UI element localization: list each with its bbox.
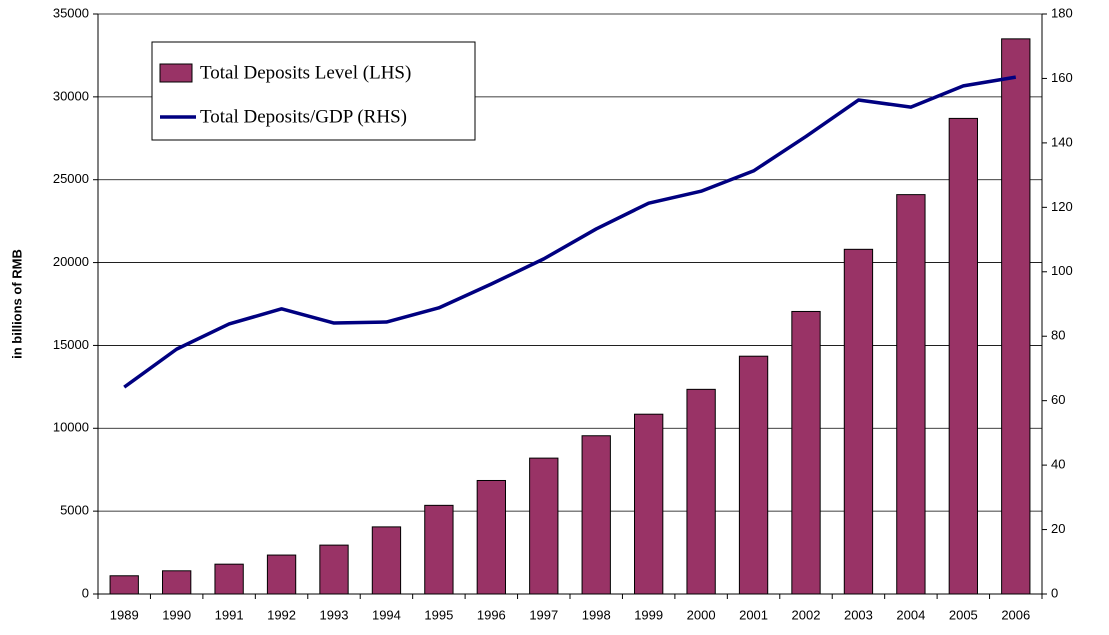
y2-tick-label: 140 (1051, 134, 1073, 149)
y2-tick-label: 40 (1051, 457, 1065, 472)
bar (424, 504, 454, 595)
bar (1001, 38, 1031, 595)
x-tick-label: 1993 (320, 607, 349, 622)
line (123, 75, 1017, 389)
x-tick-label: 2003 (844, 607, 873, 622)
y-tick-label: 30000 (53, 88, 89, 103)
legend-label: Total Deposits Level (LHS) (200, 62, 411, 83)
y-tick-label: 10000 (53, 420, 89, 435)
bar (581, 435, 611, 595)
y2-tick-label: 20 (1051, 521, 1065, 536)
y2-tick-label: 100 (1051, 263, 1073, 278)
y-tick-label: 5000 (60, 503, 89, 518)
x-tick-label: 1997 (529, 607, 558, 622)
bar (738, 355, 769, 595)
y2-tick-label: 180 (1051, 5, 1073, 20)
bar (529, 457, 559, 595)
x-tick-label: 1998 (582, 607, 611, 622)
legend-box (151, 41, 476, 141)
x-tick-label: 2006 (1001, 607, 1030, 622)
x-tick-label: 2005 (949, 607, 978, 622)
y2-tick-label: 60 (1051, 392, 1065, 407)
x-tick-label: 1999 (634, 607, 663, 622)
bar (634, 413, 664, 595)
y-tick-label: 20000 (53, 254, 89, 269)
x-tick-label: 1992 (267, 607, 296, 622)
bar (214, 563, 244, 595)
bar (843, 248, 874, 595)
legend-label: Total Deposits/GDP (RHS) (200, 106, 407, 127)
bar (476, 479, 506, 595)
bar (109, 575, 139, 595)
bar (319, 544, 349, 595)
bar (686, 388, 716, 595)
y2-tick-label: 80 (1051, 328, 1065, 343)
bar (162, 570, 192, 595)
x-tick-label: 2002 (792, 607, 821, 622)
x-tick-label: 1991 (215, 607, 244, 622)
y-tick-label: 15000 (53, 337, 89, 352)
bar (896, 194, 926, 595)
y-tick-label: 25000 (53, 171, 89, 186)
bar (791, 310, 821, 595)
x-tick-label: 1995 (424, 607, 453, 622)
y-tick-label: 0 (82, 585, 89, 600)
bar (266, 554, 297, 595)
y-axis-label: in billions of RMB (9, 249, 24, 359)
x-tick-label: 2004 (896, 607, 925, 622)
legend: Total Deposits Level (LHS) Total Deposits… (151, 41, 476, 141)
bar (371, 526, 402, 595)
y2-tick-label: 0 (1051, 585, 1058, 600)
legend-swatch (159, 63, 193, 83)
x-tick-label: 1990 (162, 607, 191, 622)
x-tick-label: 1994 (372, 607, 401, 622)
y2-tick-label: 120 (1051, 199, 1073, 214)
bar (948, 117, 978, 595)
x-tick-label: 2001 (739, 607, 768, 622)
y2-tick-label: 160 (1051, 70, 1073, 85)
y-tick-label: 35000 (53, 5, 89, 20)
x-tick-label: 1996 (477, 607, 506, 622)
x-tick-label: 2000 (687, 607, 716, 622)
x-tick-label: 1989 (110, 607, 139, 622)
